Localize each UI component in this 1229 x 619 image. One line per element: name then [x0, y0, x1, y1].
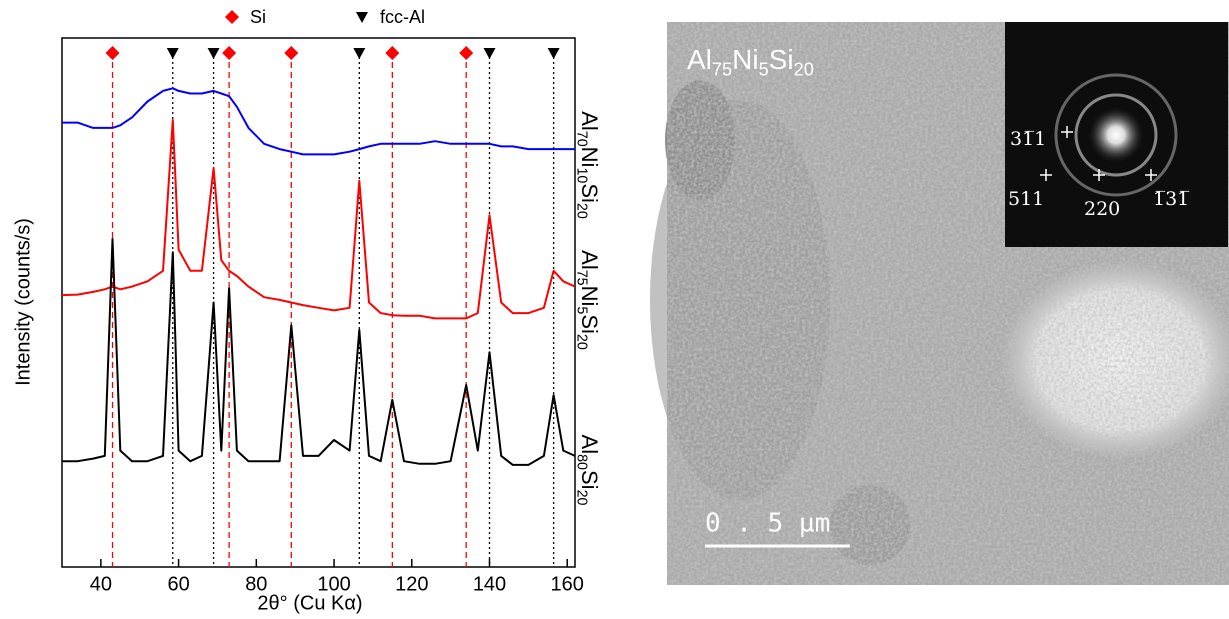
x-tick-label: 40	[90, 573, 112, 595]
si-marker	[222, 46, 237, 60]
series-line	[61, 119, 576, 320]
al-marker	[547, 48, 560, 59]
al-marker	[356, 12, 368, 23]
index-label: 1̅31̅	[1153, 188, 1189, 210]
series-label: Al75Ni5Si20	[574, 250, 603, 350]
index-label: 31̅1	[1010, 128, 1046, 150]
x-axis-title: 2θ° (Cu Kα)	[257, 592, 362, 614]
x-tick-label: 120	[395, 573, 428, 595]
micrograph: Al75Ni5Si20 0 . 5 µm 31̅1 511 220 1̅31̅	[650, 22, 1229, 585]
x-tick-label: 60	[167, 573, 189, 595]
series-line	[62, 238, 576, 466]
center-spot	[1088, 107, 1144, 163]
al-marker	[353, 48, 366, 59]
si-marker	[385, 46, 400, 60]
ring	[1074, 93, 1158, 177]
spot-markers	[1040, 126, 1157, 181]
legend-label: fcc-Al	[380, 7, 425, 27]
scale-label: 0 . 5 µm	[705, 509, 830, 539]
x-tick-label: 160	[551, 573, 584, 595]
ring	[1054, 73, 1178, 197]
al-marker	[166, 48, 179, 59]
al-marker	[483, 48, 496, 59]
y-axis-title: Intensity (counts/s)	[12, 218, 34, 386]
x-tick-label: 80	[245, 573, 267, 595]
index-label: 220	[1084, 198, 1120, 220]
legend-label: Si	[250, 7, 266, 27]
x-tick-label: 140	[473, 573, 506, 595]
si-marker	[105, 46, 120, 60]
index-label: 511	[1008, 188, 1044, 210]
plot-frame	[61, 37, 576, 568]
series-line	[62, 87, 575, 156]
si-marker	[225, 10, 239, 24]
al-marker	[207, 48, 220, 59]
series-label: Al80Si20	[574, 435, 603, 506]
sample-label: Al75Ni5Si20	[687, 44, 814, 79]
si-marker	[284, 46, 299, 60]
series-label: Al70Ni10Si20	[574, 111, 603, 219]
si-marker	[459, 46, 474, 60]
x-tick-label: 100	[317, 573, 350, 595]
